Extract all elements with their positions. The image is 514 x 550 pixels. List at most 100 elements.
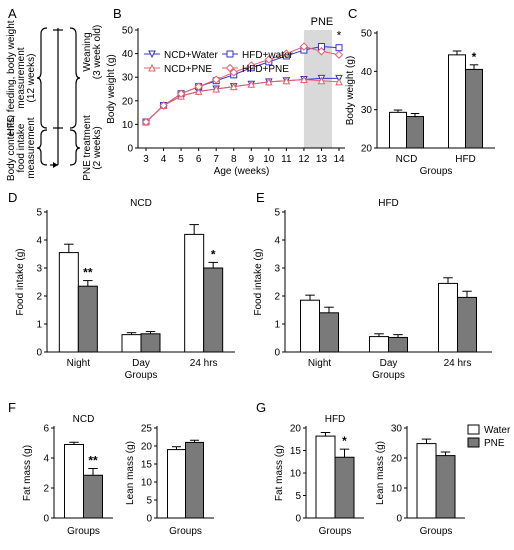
g-lean-y-tick-label: 30 xyxy=(391,424,403,435)
point-ncd-pne xyxy=(229,82,238,91)
label-hfd-1: HFD feeding, body weight xyxy=(6,20,17,135)
bar-water xyxy=(167,449,186,519)
d-y-tick-label: 1 xyxy=(36,320,42,331)
g-fat-y-tick-label: 0 xyxy=(295,514,301,525)
e-title: HFD xyxy=(378,198,399,209)
bar-water xyxy=(184,233,205,353)
point-hfd-pne xyxy=(282,49,291,58)
legend-label-ncd-pne: NCD+PNE xyxy=(164,64,212,75)
f-fat-y-tick-label: 4 xyxy=(43,454,49,465)
brace-hfd xyxy=(36,27,48,129)
b-x-tick-label: 10 xyxy=(263,154,275,165)
point-hfd-pne xyxy=(264,55,274,64)
b-x-tick-label: 3 xyxy=(143,154,149,165)
bar-water xyxy=(369,336,389,353)
b-x-tick-label: 8 xyxy=(231,154,237,165)
d-y-tick-label: 0 xyxy=(36,348,42,359)
b-y-tick-label: 50 xyxy=(122,26,134,37)
f-lean-x-axis-label: Groups xyxy=(169,526,202,537)
b-x-tick-label: 4 xyxy=(161,154,167,165)
bar-pne xyxy=(406,116,424,149)
point-ncd-pne xyxy=(317,76,326,85)
e-y-tick-label: 3 xyxy=(274,264,280,275)
point-ncd-pne xyxy=(335,77,343,86)
c-y-tick-label: 30 xyxy=(361,105,373,116)
point-hfd-pne xyxy=(176,89,186,98)
brace-pne xyxy=(69,129,81,166)
legend-label-pne: PNE xyxy=(484,438,505,449)
x-tick-label: Day xyxy=(132,358,150,369)
brace-weaning xyxy=(69,27,81,129)
series-line-ncd-pne xyxy=(145,79,340,123)
legend-marker-ncd-pne xyxy=(148,63,156,72)
d-y-tick-label: 2 xyxy=(36,292,42,303)
bar-pne xyxy=(319,312,339,353)
point-hfd-pne xyxy=(159,101,168,110)
label-hfd-2: measurement xyxy=(16,47,27,108)
bar-pne xyxy=(203,267,224,353)
point-hfd-pne xyxy=(194,82,203,91)
point-hfd-pne xyxy=(247,61,256,70)
g-fat-y-tick-label: 15 xyxy=(290,446,302,457)
pne-shaded-region xyxy=(303,30,332,148)
bar-water xyxy=(416,443,437,519)
f-lean-y-axis-label: Lean mass (g) xyxy=(125,441,136,505)
x-tick-label: 24 hrs xyxy=(190,358,218,369)
f-fat-y-tick-label: 6 xyxy=(43,424,49,435)
e-y-tick-label: 1 xyxy=(274,320,280,331)
b-y-tick-label: 20 xyxy=(122,96,134,107)
b-x-tick-label: 11 xyxy=(281,154,292,165)
pne-shaded-label: PNE xyxy=(311,16,334,28)
legend-fg: Water PNE xyxy=(467,424,511,449)
g-fat-y-tick-label: 5 xyxy=(295,491,301,502)
legend-swatch-pne xyxy=(467,437,480,448)
point-ncd-pne xyxy=(194,87,203,95)
x-tick-label: 24 hrs xyxy=(444,358,472,369)
point-hfd-pne xyxy=(317,47,326,56)
f-lean-y-tick-label: 0 xyxy=(146,514,152,525)
e-y-tick-label: 4 xyxy=(274,236,280,247)
bar-water xyxy=(448,54,466,149)
panel-letter-b: B xyxy=(113,6,122,21)
point-ncd-pne xyxy=(300,75,308,84)
legend-swatch-water xyxy=(467,424,480,435)
bar-water xyxy=(389,111,407,149)
point-ncd-pne xyxy=(265,77,273,86)
bar-pne xyxy=(140,333,161,353)
bar-water xyxy=(64,444,84,519)
bar-water xyxy=(315,435,336,519)
f-fat-y-tick-label: 0 xyxy=(43,514,49,525)
significance-star: ** xyxy=(83,266,93,280)
d-y-tick-label: 5 xyxy=(36,208,42,219)
c-y-tick-label: 40 xyxy=(361,67,373,78)
g-lean-y-tick-label: 10 xyxy=(391,484,403,495)
label-body-2: food intake xyxy=(16,123,27,172)
d-x-axis-label: Groups xyxy=(125,370,158,381)
point-hfd-pne xyxy=(229,68,238,77)
point-ncd-pne xyxy=(212,84,220,93)
legend-label-hfd-water: HFD+water xyxy=(242,50,294,61)
f-lean-y-tick-label: 20 xyxy=(141,442,153,453)
g-lean-x-axis-label: Groups xyxy=(420,526,453,537)
timeline-arrow-head xyxy=(53,162,58,168)
bar-pne xyxy=(334,456,355,519)
legend-marker-ncd-water xyxy=(148,50,156,59)
brace-body xyxy=(36,129,48,166)
panel-letter-g: G xyxy=(256,400,266,415)
b-x-tick-label: 12 xyxy=(298,154,310,165)
b-significance-star: * xyxy=(337,28,342,42)
point-ncd-pne xyxy=(282,76,291,85)
d-y-tick-label: 4 xyxy=(36,236,42,247)
b-y-tick-label: 0 xyxy=(127,144,133,155)
label-pne-1: PNE treatment xyxy=(82,115,93,181)
significance-star: * xyxy=(342,434,347,448)
bar-pne xyxy=(77,285,98,353)
g-lean-y-tick-label: 0 xyxy=(396,514,402,525)
f-lean-y-tick-label: 10 xyxy=(141,478,153,489)
g-fat-y-tick-label: 10 xyxy=(290,469,302,480)
x-tick-label: Day xyxy=(380,358,398,369)
f-fat-y-tick-label: 2 xyxy=(43,484,49,495)
point-hfd-pne xyxy=(334,50,344,59)
